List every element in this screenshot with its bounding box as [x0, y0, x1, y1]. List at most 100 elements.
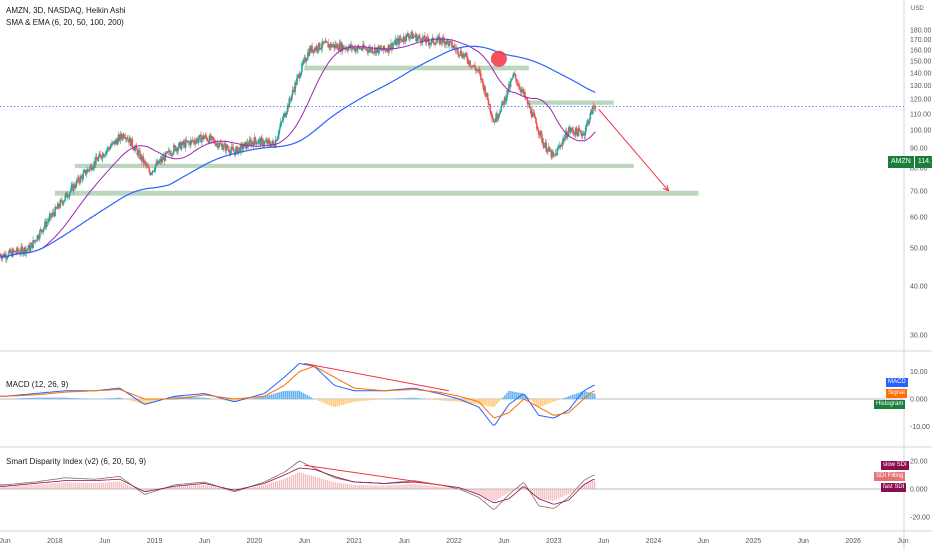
sdi-filling-bar [257, 486, 258, 489]
sdi-filling-bar [259, 486, 260, 489]
sdi-filling-bar [377, 485, 378, 489]
sdi-filling-bar [403, 485, 404, 489]
macd-histogram-bar [287, 391, 289, 399]
candle-down [538, 131, 540, 134]
sdi-filling-bar [420, 485, 421, 489]
sdi-filling-bar [219, 488, 220, 489]
sdi-filling-bar [323, 479, 324, 489]
sdi-badge-slow: slow SDI [881, 461, 909, 470]
macd-histogram-bar [346, 399, 348, 404]
candle-down [419, 36, 421, 39]
sdi-filling-bar [554, 489, 555, 500]
macd-histogram-bar [147, 399, 149, 404]
sdi-filling-bar [446, 487, 447, 489]
sdi-filling-bar [365, 485, 366, 489]
sdi-filling-bar [77, 483, 78, 489]
macd-histogram-bar [261, 397, 263, 399]
macd-histogram-bar [562, 398, 564, 399]
macd-histogram-bar [486, 399, 488, 406]
macd-histogram-bar [332, 399, 334, 407]
macd-histogram-bar [49, 398, 51, 399]
sdi-filling-bar [321, 478, 322, 489]
macd-histogram-bar [119, 398, 121, 399]
macd-histogram-bar [540, 399, 542, 406]
candle-up [63, 202, 65, 205]
price-tick-label: 160.00 [910, 48, 932, 55]
sdi-filling-bar [47, 484, 48, 489]
price-tick-label: 50.00 [910, 246, 928, 253]
price-tick-label: 30.00 [910, 333, 928, 340]
macd-histogram-bar [452, 399, 454, 401]
macd-histogram-bar [77, 398, 79, 399]
sdi-filling-bar [269, 483, 270, 489]
macd-histogram-bar [396, 398, 398, 399]
sdi-filling-bar [387, 485, 388, 489]
macd-histogram-bar [47, 398, 49, 399]
price-tick-label: 70.00 [910, 188, 928, 195]
macd-histogram-bar [203, 398, 205, 399]
sdi-filling-bar [199, 485, 200, 489]
macd-histogram-bar [448, 399, 450, 401]
sdi-filling-bar [327, 480, 328, 489]
macd-histogram-bar [330, 399, 332, 406]
sdi-filling-bar [518, 487, 519, 489]
sdi-filling-bar [291, 476, 292, 489]
sdi-filling-bar [432, 486, 433, 489]
macd-histogram-bar [328, 399, 330, 405]
sdi-filling-bar [510, 489, 511, 491]
sdi-filling-bar [65, 482, 66, 489]
sdi-filling-bar [263, 485, 264, 489]
sdi-filling-bar [331, 481, 332, 489]
sdi-filling-bar [211, 486, 212, 489]
macd-histogram-bar [109, 398, 111, 399]
sdi-filling-bar [117, 482, 118, 489]
sdi-filling-bar [550, 489, 551, 500]
macd-histogram-bar [374, 399, 376, 400]
sdi-filling-bar [23, 485, 24, 489]
macd-histogram-bar [43, 398, 45, 399]
sdi-filling-bar [313, 476, 314, 489]
sdi-filling-bar [594, 481, 595, 489]
price-tick-label: 130.00 [910, 83, 932, 90]
macd-histogram-bar [113, 398, 115, 399]
sdi-filling-bar [177, 486, 178, 489]
sdi-filling-bar [179, 486, 180, 489]
sdi-filling-bar [183, 486, 184, 489]
sdi-filling-bar [414, 484, 415, 489]
sdi-filling-bar [205, 485, 206, 489]
sdi-tick-label: 20.00 [910, 459, 928, 466]
macd-histogram-bar [444, 399, 446, 401]
sdi-filling-bar [119, 481, 120, 489]
time-tick-label: Jun [299, 538, 310, 545]
sdi-filling-bar [69, 482, 70, 489]
sdi-filling-bar [534, 489, 535, 495]
sdi-filling-bar [546, 489, 547, 500]
sdi-filling-bar [353, 485, 354, 489]
macd-histogram-bar [366, 399, 368, 401]
macd-histogram-bar [299, 391, 301, 399]
sdi-filling-bar [345, 484, 346, 489]
macd-histogram-bar [73, 398, 75, 399]
sdi-filling-bar [416, 484, 417, 489]
macd-histogram-bar [283, 391, 285, 399]
sdi-filling-bar [552, 489, 553, 501]
sdi-filling-bar [500, 489, 501, 497]
macd-histogram-bar [279, 392, 281, 399]
macd-histogram-bar [574, 394, 576, 399]
sdi-filling-bar [17, 486, 18, 489]
sdi-filling-bar [73, 483, 74, 489]
main-legend-indicators: SMA & EMA (6, 20, 50, 100, 200) [6, 18, 124, 27]
macd-histogram-bar [570, 396, 572, 399]
main-legend-title: AMZN, 3D, NASDAQ, Heikin Ashi [6, 6, 126, 15]
sdi-filling-bar [113, 482, 114, 489]
sdi-filling-bar [41, 484, 42, 489]
sdi-filling-bar [101, 483, 102, 489]
sdi-filling-bar [492, 489, 493, 501]
macd-histogram-bar [19, 398, 21, 399]
sdi-filling-bar [502, 489, 503, 496]
sdi-filling-bar [508, 489, 509, 492]
macd-histogram-bar [532, 399, 534, 402]
sdi-filling-bar [512, 489, 513, 490]
candle-up [510, 81, 512, 87]
